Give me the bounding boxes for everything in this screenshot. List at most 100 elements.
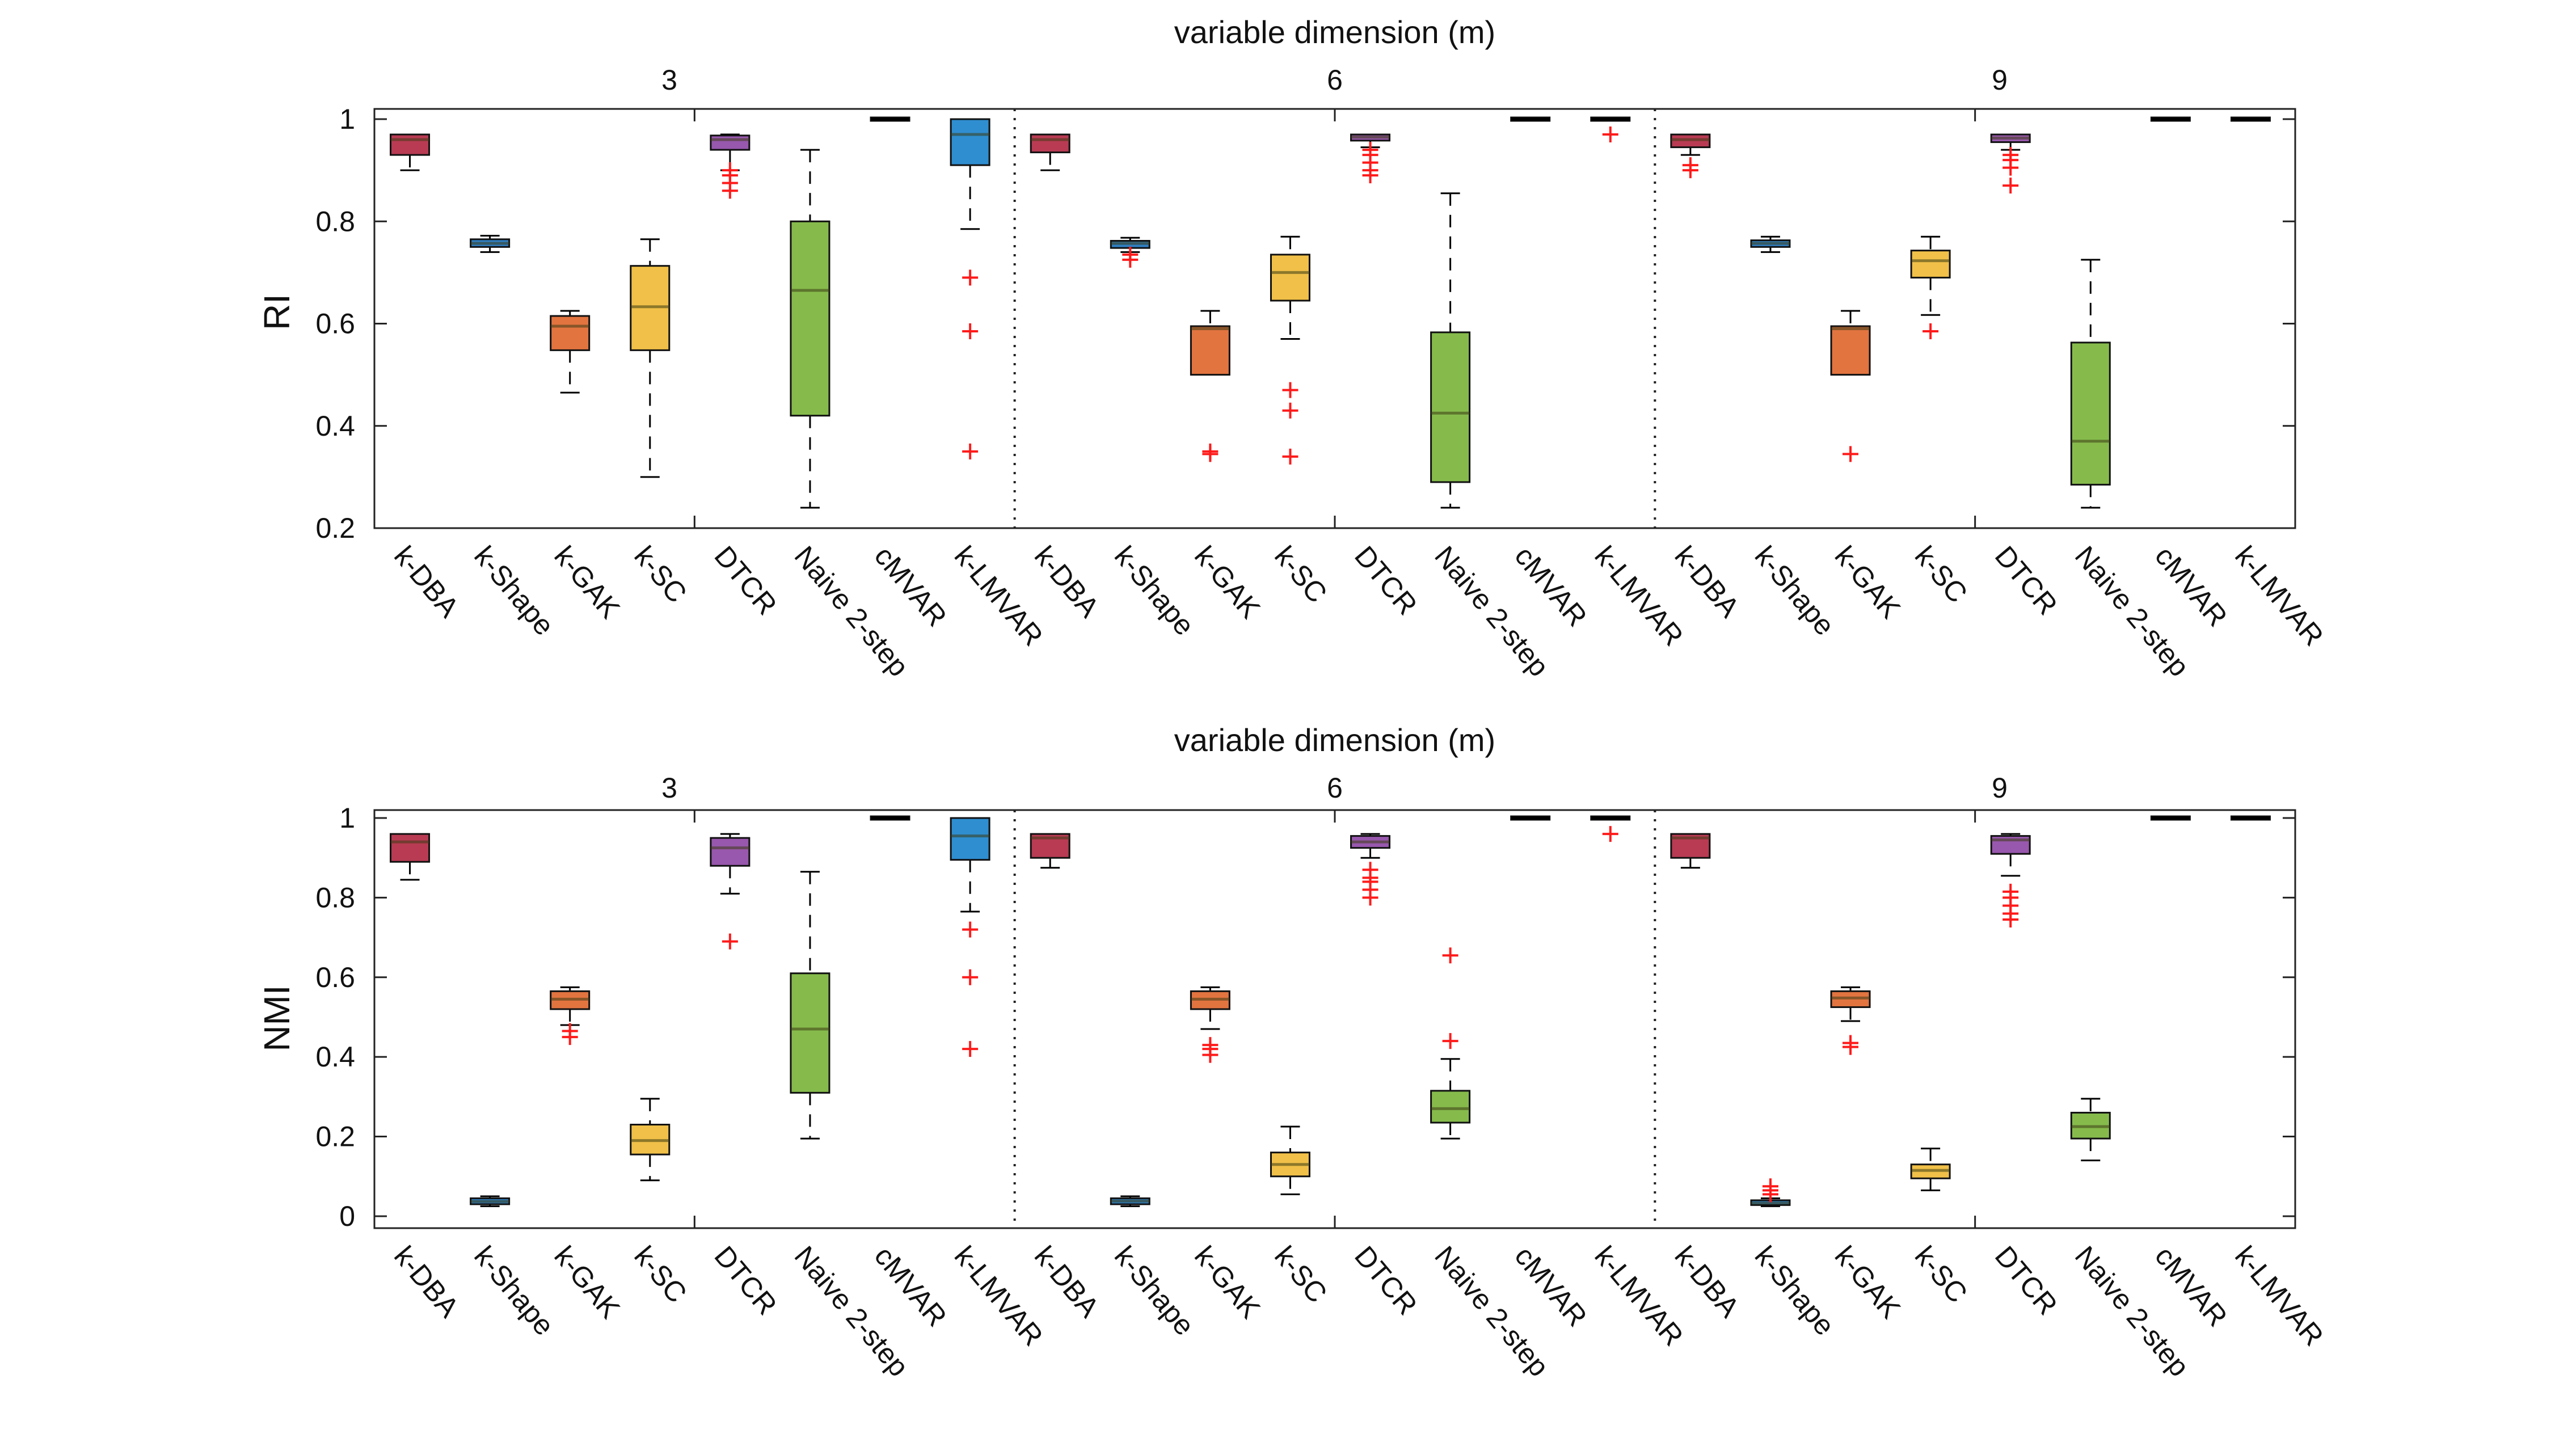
ri-3-k-shape-box-group (470, 235, 511, 253)
nmi-y-tick-label: 1 (339, 802, 355, 834)
ri-boxes (390, 116, 2271, 509)
nmi-9-k-dba-box-group (1670, 833, 1711, 869)
nmi-3-dtcr-box (710, 837, 751, 867)
nmi-3-k-sc-box-group (630, 1098, 671, 1182)
nmi-3-k-dba-box-group (390, 833, 431, 881)
ri-y-tick-label: 0.8 (315, 205, 355, 237)
nmi-y-tick-label: 0.8 (315, 882, 355, 913)
ri-9-dtcr-outlier (2002, 178, 2019, 194)
nmi-6-k-dba-box-group (1030, 833, 1070, 869)
nmi-3-k-gak-box-group (550, 986, 591, 1045)
nmi-y-ticks: 0 0.2 0.4 0.6 0.8 1 (315, 802, 2295, 1232)
ri-y-label: RI (256, 294, 297, 330)
ri-3-k-gak-box (550, 315, 591, 351)
ri-group-separators (1013, 109, 1656, 528)
nmi-9-dtcr-outlier (2002, 883, 2019, 900)
ri-6-cmvar-box-group (1510, 116, 1551, 122)
nmi-y-label: NMI (256, 985, 297, 1051)
nmi-3-dtcr-box-group (710, 833, 751, 950)
ri-group-label-6: 6 (1327, 64, 1343, 96)
ri-9-k-gak-box (1830, 325, 1871, 376)
nmi-6-k-lmvar-outlier (1602, 826, 1618, 842)
ri-9-k-shape-box-group (1750, 235, 1791, 253)
ri-9-k-gak-box-group (1830, 310, 1871, 462)
ri-9-k-sc-box (1910, 250, 1951, 279)
nmi-group-separators (1013, 810, 1656, 1228)
nmi-group-label-3: 3 (661, 772, 677, 804)
ri-6-k-dba-box-group (1030, 133, 1070, 171)
nmi-3-k-lmvar-outlier (962, 1041, 979, 1057)
nmi-9-dtcr-box-group (1990, 833, 2031, 928)
ri-3-k-sc-box-group (630, 238, 671, 478)
nmi-6-naive-2-step-outlier (1442, 947, 1458, 964)
ri-6-k-shape-outlier (1122, 246, 1139, 263)
nmi-title: variable dimension (m) (1174, 722, 1495, 758)
ri-3-k-dba-box-group (390, 133, 431, 171)
ri-y-tick-label: 0.6 (315, 308, 355, 340)
nmi-9-k-lmvar-box-group (2230, 815, 2271, 821)
nmi-3-cmvar-box-group (870, 815, 910, 821)
ri-6-k-sc-box-group (1270, 235, 1310, 465)
ri-3-k-lmvar-outlier (962, 443, 979, 459)
nmi-3-k-shape-box-group (470, 1195, 511, 1207)
nmi-9-k-shape-outlier (1762, 1178, 1778, 1195)
nmi-boxes (390, 815, 2271, 1207)
ri-6-k-shape-box-group (1110, 237, 1150, 268)
nmi-3-k-lmvar-outlier (962, 969, 979, 985)
ri-9-dtcr-box-group (1990, 133, 2031, 194)
ri-3-dtcr-box (710, 134, 751, 151)
ri-y-tick-label: 1 (339, 103, 355, 135)
nmi-y-tick-label: 0.4 (315, 1041, 355, 1073)
ri-3-cmvar-box-group (870, 116, 910, 122)
ri-6-k-dba-box (1030, 133, 1070, 154)
ri-9-naive-2-step-box-group (2070, 259, 2111, 509)
nmi-6-naive-2-step-box (1430, 1090, 1471, 1124)
ri-9-k-lmvar-box-group (2230, 116, 2271, 122)
ri-9-k-dba-outlier (1682, 157, 1698, 174)
ri-y-tick-label: 0.2 (315, 512, 355, 544)
nmi-6-dtcr-outlier (1362, 862, 1378, 878)
ri-6-naive-2-step-box-group (1430, 192, 1471, 509)
ri-3-k-lmvar-box-group (950, 118, 990, 459)
nmi-3-k-gak-outlier (562, 1023, 578, 1039)
nmi-9-k-shape-box-group (1750, 1178, 1791, 1207)
ri-9-cmvar-box-group (2150, 116, 2191, 122)
nmi-6-k-shape-box-group (1110, 1195, 1150, 1207)
ri-3-k-lmvar-outlier (962, 269, 979, 286)
ri-3-naive-2-step-box (790, 220, 830, 417)
ri-3-k-dba-box (390, 133, 431, 156)
nmi-y-tick-label: 0 (339, 1200, 355, 1232)
ri-6-k-sc-box (1270, 254, 1310, 302)
nmi-3-k-lmvar-outlier (962, 921, 979, 938)
ri-9-k-sc-outlier (1922, 323, 1939, 340)
ri-6-k-sc-outlier (1282, 448, 1298, 465)
ri-group-label-3: 3 (661, 64, 677, 96)
ri-y-tick-label: 0.4 (315, 410, 355, 442)
nmi-3-k-lmvar-box-group (950, 817, 990, 1057)
nmi-6-cmvar-box-group (1510, 815, 1551, 821)
nmi-group-label-6: 6 (1327, 772, 1343, 804)
nmi-9-k-gak-box-group (1830, 986, 1871, 1055)
nmi-9-k-sc-box-group (1910, 1148, 1951, 1191)
ri-6-k-lmvar-box-group (1590, 116, 1631, 143)
ri-9-naive-2-step-box (2070, 341, 2111, 486)
ri-6-dtcr-box-group (1350, 133, 1391, 184)
ri-6-naive-2-step-box (1430, 331, 1471, 483)
ri-group-label-9: 9 (1992, 64, 2008, 96)
nmi-3-dtcr-outlier (722, 933, 738, 950)
nmi-3-naive-2-step-box-group (790, 871, 830, 1140)
nmi-y-tick-label: 0.6 (315, 962, 355, 993)
nmi-9-cmvar-box-group (2150, 815, 2191, 821)
nmi-6-k-gak-box-group (1190, 986, 1230, 1063)
ri-3-dtcr-box-group (710, 133, 751, 199)
ri-3-k-lmvar-outlier (962, 323, 979, 340)
ri-3-k-gak-box-group (550, 310, 591, 394)
ri-3-naive-2-step-box-group (790, 149, 830, 509)
nmi-3-k-dba-box (390, 833, 431, 863)
nmi-3-k-lmvar-box (950, 817, 990, 861)
ri-6-dtcr-outlier (1362, 142, 1378, 158)
nmi-y-tick-label: 0.2 (315, 1121, 355, 1153)
ri-6-k-gak-box-group (1190, 310, 1230, 462)
